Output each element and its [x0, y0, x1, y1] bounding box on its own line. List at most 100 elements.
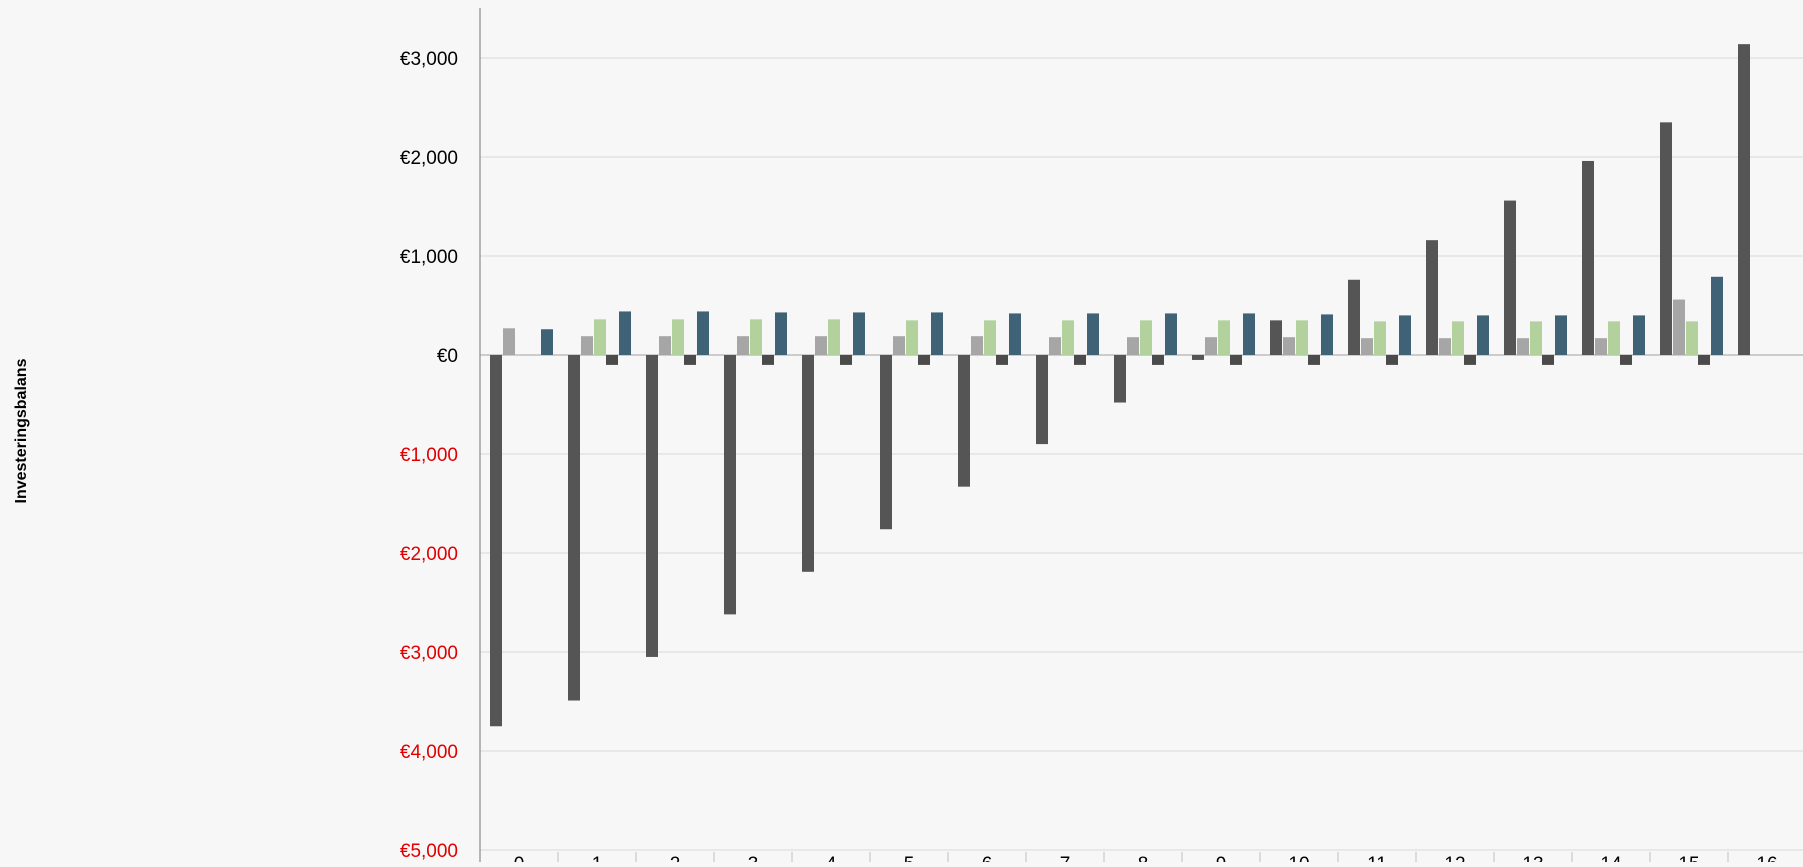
x-tick-label: 13	[1522, 854, 1543, 862]
bar	[840, 355, 852, 365]
bar	[594, 319, 606, 355]
bar	[1230, 355, 1242, 365]
bar	[1633, 315, 1645, 355]
bar	[815, 336, 827, 355]
bar	[1386, 355, 1398, 365]
bar	[646, 355, 658, 657]
x-tick-label: 6	[982, 854, 993, 862]
bar	[1114, 355, 1126, 403]
y-tick-label: €0	[437, 346, 458, 367]
bar	[762, 355, 774, 365]
bar	[1140, 320, 1152, 355]
y-tick-label: €1,000	[400, 247, 458, 268]
bar	[1620, 355, 1632, 365]
x-tick-label: 16	[1756, 854, 1777, 862]
bar	[1165, 313, 1177, 355]
bar	[1582, 160, 1594, 355]
x-tick-label: 8	[1138, 854, 1149, 862]
x-tick-label: 1	[592, 854, 603, 862]
bar	[1205, 337, 1217, 355]
bar	[775, 312, 787, 355]
bar	[906, 320, 918, 355]
bar	[1283, 337, 1295, 355]
bar	[1049, 337, 1061, 355]
bar	[996, 355, 1008, 365]
bar	[971, 336, 983, 355]
bar	[802, 355, 814, 572]
bar	[1711, 276, 1723, 355]
x-tick-label: 11	[1367, 854, 1387, 862]
bar	[1152, 355, 1164, 365]
x-tick-label: 5	[904, 854, 915, 862]
bar	[697, 311, 709, 355]
bar	[1660, 122, 1672, 355]
bar	[1127, 337, 1139, 355]
bar	[724, 355, 736, 615]
x-tick-label: 15	[1678, 854, 1699, 862]
bar	[1686, 321, 1698, 355]
bar	[1243, 313, 1255, 355]
bar	[672, 319, 684, 355]
bar	[1698, 355, 1710, 365]
x-tick-label: 7	[1060, 854, 1071, 862]
bar	[1087, 313, 1099, 355]
bar	[737, 336, 749, 355]
bar	[490, 355, 502, 727]
bar	[1738, 44, 1750, 355]
x-tick-label: 10	[1288, 854, 1309, 862]
bar	[1673, 299, 1685, 355]
bar	[1192, 355, 1204, 360]
bar	[1542, 355, 1554, 365]
bar	[684, 355, 696, 365]
bar	[1062, 320, 1074, 355]
x-tick-label: 9	[1216, 854, 1227, 862]
bar	[1477, 315, 1489, 355]
x-tick-label: 4	[826, 854, 837, 862]
bar	[503, 328, 515, 355]
bar	[1361, 338, 1373, 355]
bar	[750, 319, 762, 355]
x-tick-label: 0	[514, 854, 525, 862]
bar	[568, 355, 580, 701]
bar	[931, 312, 943, 355]
bar	[893, 336, 905, 355]
bar	[1517, 338, 1529, 355]
x-tick-label: 14	[1600, 854, 1622, 862]
bar	[1530, 321, 1542, 355]
bar	[1595, 338, 1607, 355]
bar	[1399, 315, 1411, 355]
y-tick-label: €2,000	[400, 544, 458, 565]
bar	[619, 311, 631, 355]
y-tick-label: €2,000	[400, 148, 458, 169]
bar	[1074, 355, 1086, 365]
bar	[1608, 321, 1620, 355]
bar	[880, 355, 892, 530]
y-tick-label: €3,000	[400, 49, 458, 70]
y-tick-label: €5,000	[400, 841, 458, 862]
y-axis-title: Investeringsbalans	[13, 358, 30, 504]
bar	[1270, 320, 1282, 355]
bar	[1439, 338, 1451, 355]
bar	[1218, 320, 1230, 355]
bar	[541, 329, 553, 355]
bar	[1426, 240, 1438, 355]
bar	[1555, 315, 1567, 355]
bar	[1036, 355, 1048, 445]
y-tick-label: €1,000	[400, 445, 458, 466]
bar	[659, 336, 671, 355]
bar	[606, 355, 618, 365]
bar	[1348, 279, 1360, 355]
y-tick-label: €3,000	[400, 643, 458, 664]
x-tick-label: 3	[748, 854, 759, 862]
bar	[1009, 313, 1021, 355]
bar	[1464, 355, 1476, 365]
bar	[1374, 321, 1386, 355]
bar	[1452, 321, 1464, 355]
bar	[984, 320, 996, 355]
y-tick-label: €4,000	[400, 742, 458, 763]
bar	[958, 355, 970, 487]
x-tick-label: 2	[670, 854, 681, 862]
bar	[1296, 320, 1308, 355]
